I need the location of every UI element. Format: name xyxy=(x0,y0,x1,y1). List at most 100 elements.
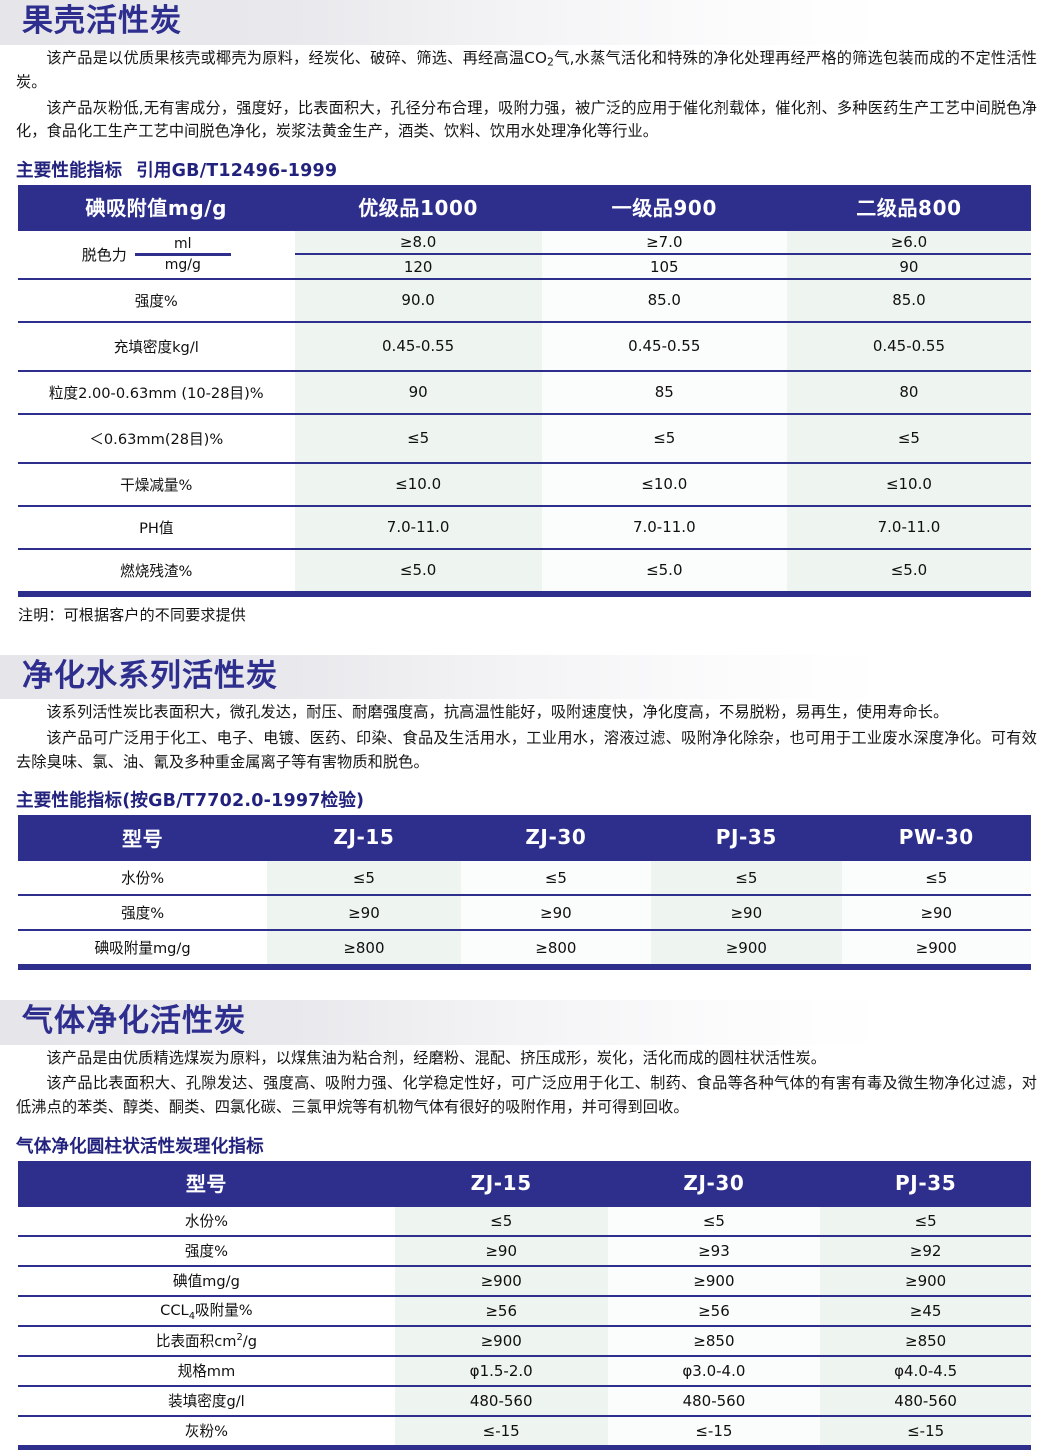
table-cell: ≥800 xyxy=(267,929,461,965)
cell-value-top: ≥6.0 xyxy=(890,233,928,252)
table-row: 燃烧残渣% ≤5.0 ≤5.0 ≤5.0 xyxy=(18,547,1031,591)
table-header-row: 碘吸附值mg/g 优级品1000 一级品900 二级品800 xyxy=(18,184,1031,231)
table-cell: ≤10.0 xyxy=(541,461,787,506)
table-heading-label: 主要性能指标 xyxy=(16,160,123,181)
section-paragraph: 该产品比表面积大、孔隙发达、强度高、吸附力强、化学稳定性好，可广泛应用于化工、制… xyxy=(16,1074,1037,1117)
table-row: ＜0.63mm(28目)% ≤5 ≤5 ≤5 xyxy=(18,412,1031,463)
row-label: 强度% xyxy=(18,1234,395,1266)
table-cell: 7.0-11.0 xyxy=(294,504,542,549)
table-bottom-rule xyxy=(18,1444,1031,1450)
table-cell: φ1.5-2.0 xyxy=(394,1354,608,1386)
table-row: 水份% ≤5 ≤5 ≤5 xyxy=(18,1206,1031,1236)
table-row: CCL4吸附量% ≥56 ≥56 ≥45 xyxy=(18,1294,1031,1326)
table-row: 强度% ≥90 ≥93 ≥92 xyxy=(18,1234,1031,1266)
fraction-bar xyxy=(134,253,231,256)
table-cell: ≥6.0 90 xyxy=(786,230,1031,279)
table-row: 规格mm φ1.5-2.0 φ3.0-4.0 φ4.0-4.5 xyxy=(18,1354,1031,1386)
table-cell: ≤5 xyxy=(651,861,842,896)
decolor-label: 脱色力 xyxy=(81,245,127,264)
table-cell: ≤-15 xyxy=(820,1414,1031,1445)
column-header: ZJ-30 xyxy=(607,1160,821,1207)
cell-value-bottom: 120 xyxy=(294,253,542,278)
cell-value-top: ≥8.0 xyxy=(399,233,437,252)
row-label: 水份% xyxy=(18,1206,395,1236)
table-container-shell-carbon: 碘吸附值mg/g 优级品1000 一级品900 二级品800 脱色力 ml xyxy=(18,184,1031,591)
table-container-gas-purification: 型号 ZJ-15 ZJ-30 PJ-35 水份% ≤5 ≤5 ≤5 强度% ≥9… xyxy=(18,1160,1031,1445)
table-cell: ≤5.0 xyxy=(541,547,787,591)
decolor-unit-bottom: mg/g xyxy=(164,256,201,273)
section-header-water-purification: 净化水系列活性炭 xyxy=(0,654,1051,700)
table-cell: ≥900 xyxy=(820,1264,1031,1296)
table-cell: ≥56 xyxy=(394,1294,608,1326)
table-cell: ≤5 xyxy=(820,1206,1031,1236)
spec-table-water-purification: 型号 ZJ-15 ZJ-30 PJ-35 PW-30 水份% ≤5 ≤5 ≤5 … xyxy=(18,815,1031,965)
table-heading-standard: 引用GB/T12496-1999 xyxy=(136,160,338,181)
column-header: 二级品800 xyxy=(786,184,1031,231)
table-heading: 主要性能指标(按GB/T7702.0-1997检验) xyxy=(16,791,365,812)
table-cell: 480-560 xyxy=(394,1384,608,1416)
row-label: 强度% xyxy=(18,894,268,931)
spec-table-shell-carbon: 碘吸附值mg/g 优级品1000 一级品900 二级品800 脱色力 ml xyxy=(18,184,1031,591)
table-cell: ≥900 xyxy=(394,1324,608,1356)
column-header: ZJ-15 xyxy=(394,1160,608,1207)
table-cell: 0.45-0.55 xyxy=(786,320,1031,371)
row-label-decolor: 脱色力 ml mg/g xyxy=(18,230,295,279)
section-paragraph: 该产品可广泛用于化工、电子、电镀、医药、印染、食品及生活用水，工业用水，溶液过滤… xyxy=(16,729,1037,771)
row-label: 强度% xyxy=(18,277,295,322)
table-row: 强度% 90.0 85.0 85.0 xyxy=(18,277,1031,322)
section-title: 气体净化活性炭 xyxy=(22,1003,246,1040)
table-header-row: 型号 ZJ-15 ZJ-30 PJ-35 PW-30 xyxy=(18,815,1031,862)
table-cell: ≥900 xyxy=(651,929,842,965)
table-bottom-rule xyxy=(18,964,1031,971)
row-label: PH值 xyxy=(18,504,295,549)
table-cell: 85 xyxy=(541,369,787,414)
row-label: 燃烧残渣% xyxy=(18,547,295,591)
table-row: 水份% ≤5 ≤5 ≤5 ≤5 xyxy=(18,861,1031,896)
section-header-shell-carbon: 果壳活性炭 xyxy=(0,0,1051,45)
table-cell: ≤-15 xyxy=(394,1414,608,1445)
table-cell: ≥93 xyxy=(607,1234,821,1266)
table-row: 粒度2.00-0.63mm (10-28目)% 90 85 80 xyxy=(18,369,1031,414)
table-cell: ≥800 xyxy=(460,929,652,965)
section-paragraph: 该系列活性炭比表面积大，微孔发达，耐压、耐磨强度高，抗高温性能好，吸附速度快，净… xyxy=(46,703,949,722)
row-label: 碘吸附量mg/g xyxy=(18,929,268,965)
section-paragraph: 该产品是以优质果核壳或椰壳为原料，经炭化、破碎、筛选、再经高温CO2气,水蒸气活… xyxy=(16,48,1037,92)
table-row: 碘值mg/g ≥900 ≥900 ≥900 xyxy=(18,1264,1031,1296)
table-cell: 80 xyxy=(786,369,1031,414)
table-cell: ≤5 xyxy=(541,412,787,463)
decolor-unit-top: ml xyxy=(174,236,192,253)
table-cell: ≤5 xyxy=(786,412,1031,463)
column-header: ZJ-30 xyxy=(460,815,652,862)
row-label: 干燥减量% xyxy=(18,461,295,506)
table-cell: ≤5 xyxy=(394,1206,608,1236)
row-label: 装填密度g/l xyxy=(18,1384,395,1416)
table-cell: 7.0-11.0 xyxy=(541,504,787,549)
table-cell: ≤5.0 xyxy=(294,547,542,591)
row-label: ＜0.63mm(28目)% xyxy=(18,412,295,463)
table-cell: ≥850 xyxy=(607,1324,821,1356)
row-label: 碘值mg/g xyxy=(18,1264,395,1296)
table-cell: 480-560 xyxy=(820,1384,1031,1416)
cell-value-bottom: 90 xyxy=(786,253,1031,278)
table-cell: 90.0 xyxy=(294,277,542,322)
section-title: 果壳活性炭 xyxy=(22,3,182,39)
table-cell: 0.45-0.55 xyxy=(294,320,542,371)
table-cell: ≥56 xyxy=(607,1294,821,1326)
table-cell: ≥90 xyxy=(841,894,1031,931)
table-cell: ≥90 xyxy=(394,1234,608,1266)
row-label: 充填密度kg/l xyxy=(18,320,295,371)
table-cell: 7.0-11.0 xyxy=(786,504,1031,549)
table-cell: ≥90 xyxy=(651,894,842,931)
table-heading: 主要性能指标 引用GB/T12496-1999 xyxy=(16,157,1051,182)
table-container-water-purification: 型号 ZJ-15 ZJ-30 PJ-35 PW-30 水份% ≤5 ≤5 ≤5 … xyxy=(18,815,1031,965)
table-cell: ≥92 xyxy=(820,1234,1031,1266)
table-cell: 480-560 xyxy=(607,1384,821,1416)
table-cell: 85.0 xyxy=(786,277,1031,322)
cell-value-bottom: 105 xyxy=(541,253,787,278)
table-row: 充填密度kg/l 0.45-0.55 0.45-0.55 0.45-0.55 xyxy=(18,320,1031,371)
table-cell: 0.45-0.55 xyxy=(541,320,787,371)
table-cell: 90 xyxy=(294,369,542,414)
table-row: PH值 7.0-11.0 7.0-11.0 7.0-11.0 xyxy=(18,504,1031,549)
column-header: 碘吸附值mg/g xyxy=(18,184,295,231)
